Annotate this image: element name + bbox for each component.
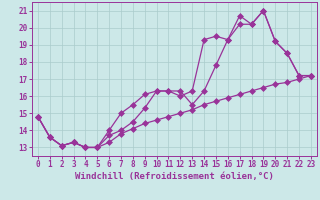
X-axis label: Windchill (Refroidissement éolien,°C): Windchill (Refroidissement éolien,°C) — [75, 172, 274, 181]
